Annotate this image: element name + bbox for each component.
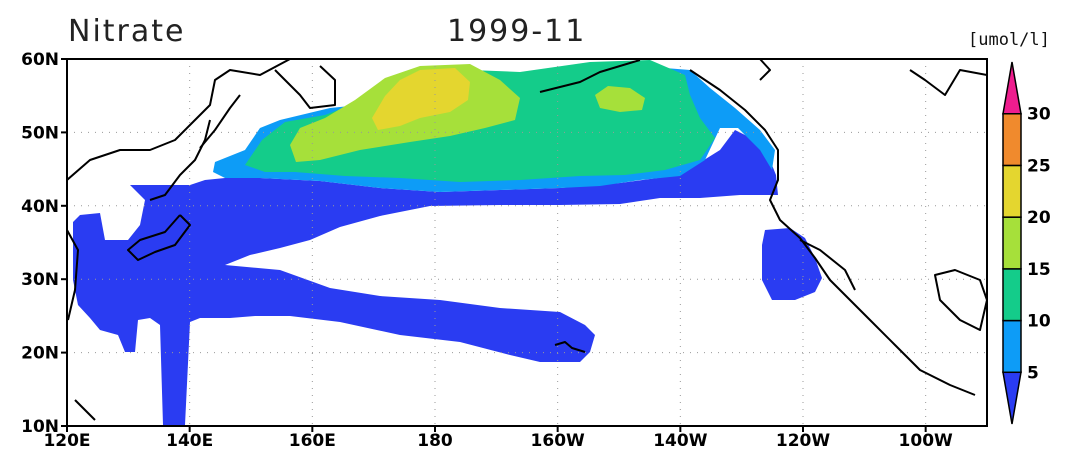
- lat-tick-label: 60N: [21, 50, 59, 70]
- map-frame: [66, 58, 988, 427]
- map-date-title: 1999-11: [447, 14, 587, 49]
- latitude-axis: 60N 50N 40N 30N 20N 10N: [21, 50, 67, 437]
- lat-tick-label: 30N: [21, 270, 59, 290]
- nitrate-field: [73, 60, 822, 425]
- nitrate-region-lt5: [73, 130, 778, 425]
- colorbar: 5 10 15 20 25 30: [1002, 61, 1051, 425]
- colorbar-segment: [1002, 61, 1022, 115]
- lon-tick-label: 160W: [531, 431, 585, 451]
- colorbar-label: 10: [1027, 312, 1051, 332]
- lat-tick-label: 20N: [21, 344, 59, 364]
- lat-tick-label: 40N: [21, 197, 59, 217]
- colorbar-label: 30: [1027, 105, 1051, 125]
- colorbar-segment: [1002, 371, 1022, 425]
- colorbar-label: 5: [1027, 363, 1039, 383]
- colorbar-segment: [1002, 112, 1022, 167]
- nitrate-region-20-25: [372, 68, 470, 130]
- lon-tick-label: 100W: [899, 431, 953, 451]
- lon-tick-label: 140W: [653, 431, 707, 451]
- colorbar-segment: [1002, 268, 1022, 322]
- colorbar-label: 15: [1027, 260, 1051, 280]
- nitrate-region-lt5-east: [762, 228, 822, 300]
- map-variable-title: Nitrate: [68, 14, 186, 49]
- colorbar-segment: [1002, 216, 1022, 270]
- colorbar-label: 20: [1027, 208, 1051, 228]
- lon-tick-label: 140E: [166, 431, 213, 451]
- colorbar-segment: [1002, 319, 1022, 374]
- colorbar-units-label: [umol/l]: [968, 30, 1050, 50]
- lon-tick-label: 120E: [43, 431, 90, 451]
- lon-tick-label: 180: [417, 431, 453, 451]
- lon-tick-label: 120W: [776, 431, 830, 451]
- lon-tick-label: 160E: [289, 431, 336, 451]
- coastlines: [67, 59, 987, 421]
- lat-tick-label: 50N: [21, 123, 59, 143]
- colorbar-segment: [1002, 164, 1022, 218]
- colorbar-label: 25: [1027, 156, 1051, 176]
- nitrate-region-15-20-east: [595, 86, 645, 112]
- lat-tick-label: 10N: [21, 417, 59, 437]
- longitude-axis: 120E 140E 160E 180 160W 140W 120W 100W: [43, 426, 953, 451]
